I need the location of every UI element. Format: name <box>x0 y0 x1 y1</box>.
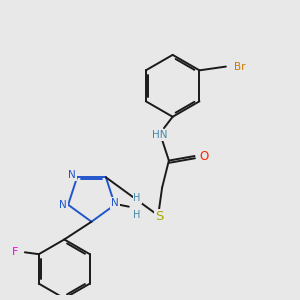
Text: HN: HN <box>152 130 167 140</box>
Text: N: N <box>111 198 119 208</box>
Text: H: H <box>134 210 141 220</box>
Text: O: O <box>200 149 208 163</box>
Text: N: N <box>68 170 76 180</box>
Text: H: H <box>134 194 141 203</box>
Text: N: N <box>59 200 67 210</box>
Text: Br: Br <box>235 61 246 72</box>
Text: F: F <box>12 247 18 257</box>
Text: S: S <box>155 210 163 223</box>
